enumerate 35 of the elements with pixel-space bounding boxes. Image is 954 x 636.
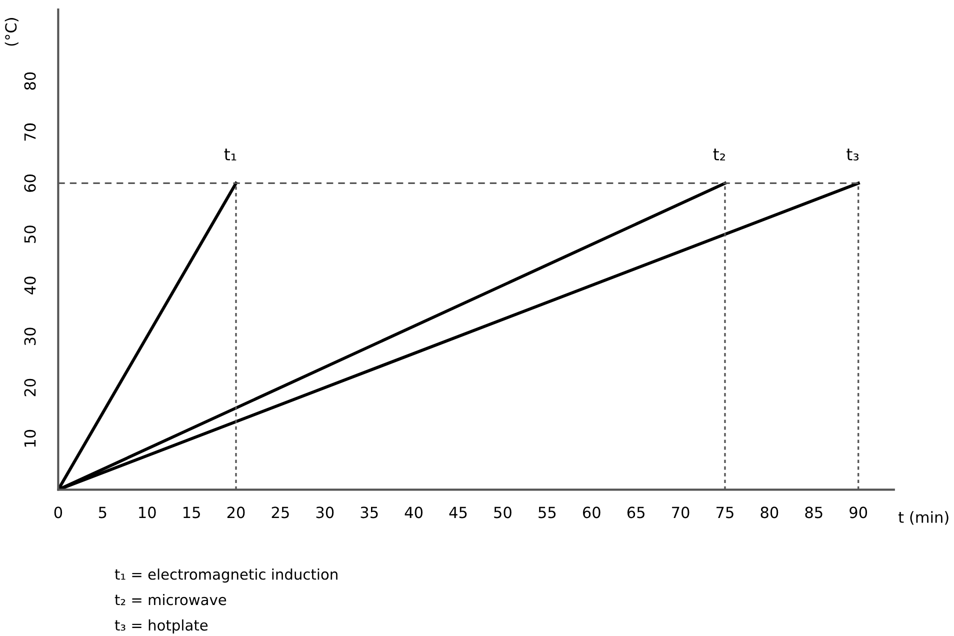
x-tick-label: 45 bbox=[449, 506, 467, 518]
x-tick-label: 20 bbox=[227, 506, 245, 518]
x-tick-label: 10 bbox=[139, 506, 156, 518]
annotation: t₃ bbox=[846, 148, 859, 160]
x-tick-label: 85 bbox=[805, 506, 822, 518]
annotation: t₁ bbox=[224, 148, 236, 160]
y-tick-label: 20 bbox=[24, 378, 36, 396]
x-tick-label: 35 bbox=[360, 506, 378, 518]
x-tick-label: 65 bbox=[627, 506, 644, 518]
y-tick-label: 80 bbox=[24, 72, 36, 90]
x-tick-label: 90 bbox=[850, 506, 868, 518]
x-tick-label: 30 bbox=[316, 506, 334, 518]
y-tick-label: 70 bbox=[24, 123, 36, 141]
text: t₃ = hotplate bbox=[114, 619, 208, 634]
x-tick-label: 25 bbox=[272, 506, 289, 518]
y-axis-title: (°C) bbox=[4, 18, 18, 46]
x-tick-label: 60 bbox=[582, 506, 600, 518]
x-tick-label: 40 bbox=[404, 506, 423, 518]
x-tick-label: 70 bbox=[672, 506, 690, 518]
y-tick-label: 60 bbox=[24, 174, 36, 192]
text: t₂ = microwave bbox=[114, 594, 226, 606]
x-tick-label: 50 bbox=[494, 506, 512, 518]
y-tick-label: 10 bbox=[24, 430, 36, 447]
x-tick-label: 15 bbox=[184, 506, 200, 518]
y-tick-label: 50 bbox=[24, 226, 36, 243]
y-tick-label: 30 bbox=[24, 328, 36, 346]
annotation: t₂ bbox=[713, 148, 725, 160]
x-tick-label: 5 bbox=[98, 506, 106, 518]
x-tick-label: 0 bbox=[54, 506, 62, 518]
text: t₁ = electromagnetic induction bbox=[114, 568, 338, 583]
x-tick-label: 75 bbox=[716, 506, 734, 518]
x-tick-label: 80 bbox=[760, 506, 778, 518]
y-tick-label: 40 bbox=[24, 276, 36, 294]
x-axis-title: t (min) bbox=[898, 511, 948, 525]
x-tick-label: 55 bbox=[538, 506, 556, 518]
